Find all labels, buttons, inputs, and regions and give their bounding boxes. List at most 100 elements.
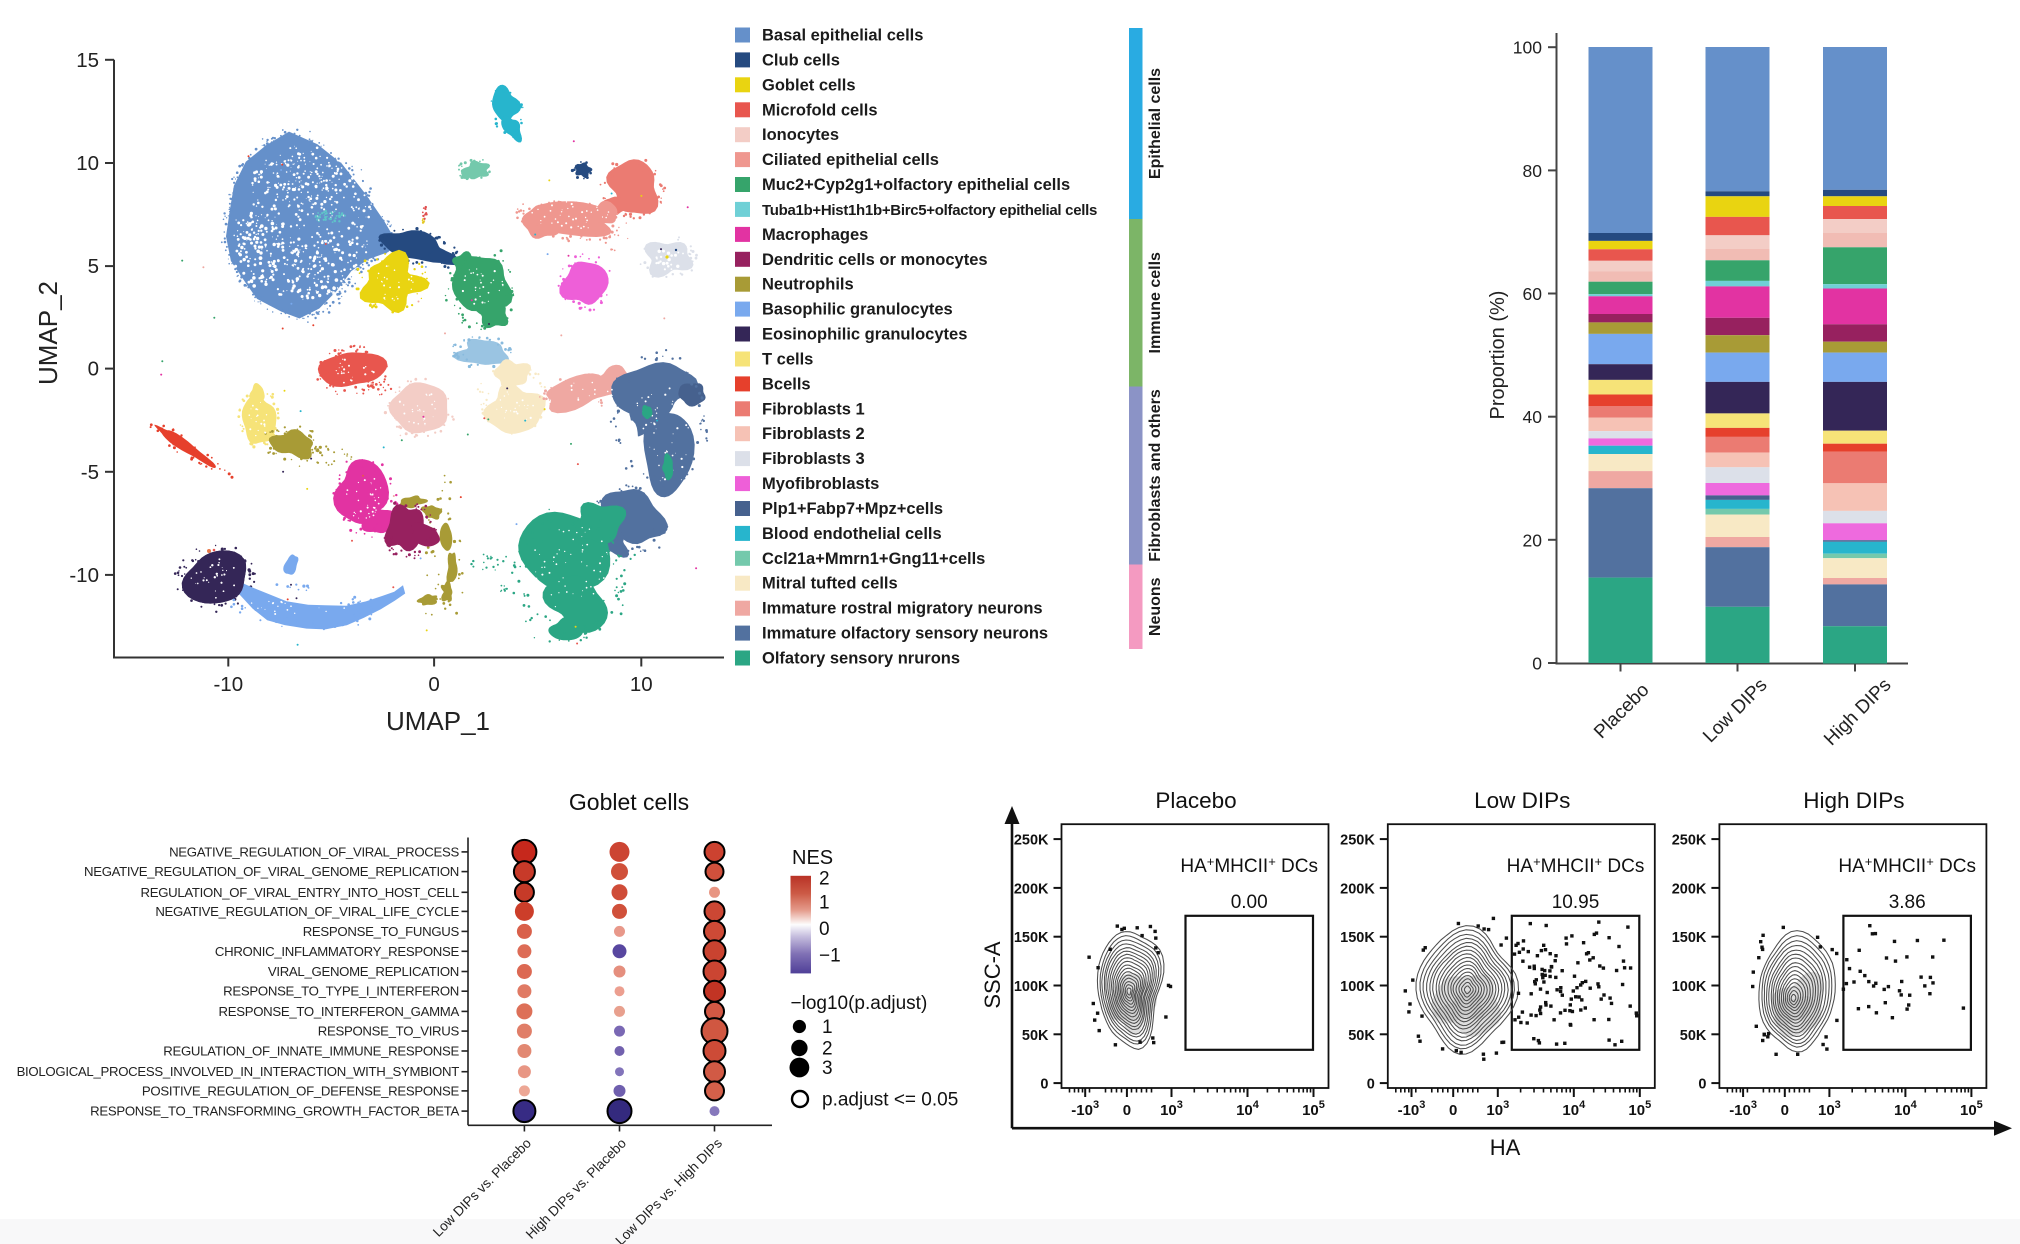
svg-text:100K: 100K (1672, 979, 1707, 995)
svg-text:250K: 250K (1340, 833, 1375, 849)
svg-text:0: 0 (1698, 1077, 1706, 1093)
svg-text:50K: 50K (1680, 1028, 1707, 1044)
svg-text:1: 1 (822, 1017, 833, 1038)
svg-text:Muc2+Cyp2g1+olfactory epitheli: Muc2+Cyp2g1+olfactory epithelial cells (762, 176, 1070, 194)
svg-text:-10: -10 (69, 564, 99, 587)
svg-text:200K: 200K (1340, 881, 1375, 897)
svg-text:0: 0 (1532, 654, 1542, 674)
svg-text:Low DIPs: Low DIPs (1474, 788, 1570, 813)
svg-text:Ciliated epithelial cells: Ciliated epithelial cells (762, 151, 939, 169)
svg-text:RESPONSE_TO_INTERFERON_GAMMA: RESPONSE_TO_INTERFERON_GAMMA (218, 1004, 459, 1019)
svg-text:Fibroblasts 2: Fibroblasts 2 (762, 425, 865, 443)
svg-text:Dendritic cells or monocytes: Dendritic cells or monocytes (762, 251, 988, 269)
svg-text:RESPONSE_TO_FUNGUS: RESPONSE_TO_FUNGUS (303, 924, 460, 939)
svg-text:Ccl21a+Mmrn1+Gng11+cells: Ccl21a+Mmrn1+Gng11+cells (762, 550, 985, 568)
svg-text:50K: 50K (1022, 1028, 1049, 1044)
svg-text:Olfatory sensory nrurons: Olfatory sensory nrurons (762, 650, 960, 668)
svg-text:0: 0 (1040, 1077, 1048, 1093)
svg-text:RESPONSE_TO_TRANSFORMING_GROWT: RESPONSE_TO_TRANSFORMING_GROWTH_FACTOR_B… (90, 1104, 459, 1119)
svg-text:0: 0 (428, 673, 439, 696)
svg-text:-5: -5 (81, 461, 99, 484)
svg-text:−log10(p.adjust): −log10(p.adjust) (791, 993, 928, 1014)
svg-text:150K: 150K (1672, 930, 1707, 946)
svg-text:High DIPs: High DIPs (1803, 788, 1904, 813)
svg-text:UMAP_1: UMAP_1 (386, 706, 490, 736)
svg-text:0: 0 (1781, 1102, 1789, 1119)
svg-text:250K: 250K (1672, 833, 1707, 849)
svg-text:Epithelial cells: Epithelial cells (1147, 68, 1164, 179)
svg-text:NEGATIVE_REGULATION_OF_VIRAL_P: NEGATIVE_REGULATION_OF_VIRAL_PROCESS (169, 844, 459, 859)
svg-text:0: 0 (88, 358, 99, 381)
svg-text:CHRONIC_INFLAMMATORY_RESPONSE: CHRONIC_INFLAMMATORY_RESPONSE (215, 944, 460, 959)
svg-text:Blood endothelial cells: Blood endothelial cells (762, 525, 942, 543)
svg-text:0: 0 (819, 919, 830, 940)
svg-text:2: 2 (822, 1039, 833, 1060)
svg-text:Plp1+Fabp7+Mpz+cells: Plp1+Fabp7+Mpz+cells (762, 500, 943, 518)
svg-text:-103: -103 (1729, 1099, 1757, 1119)
svg-text:2: 2 (819, 869, 830, 890)
svg-text:60: 60 (1523, 284, 1543, 304)
svg-text:250K: 250K (1014, 833, 1049, 849)
svg-text:Myofibroblasts: Myofibroblasts (762, 475, 879, 493)
svg-text:100K: 100K (1014, 979, 1049, 995)
svg-text:Fibroblasts 1: Fibroblasts 1 (762, 400, 865, 418)
svg-text:NEGATIVE_REGULATION_OF_VIRAL_G: NEGATIVE_REGULATION_OF_VIRAL_GENOME_REPL… (84, 864, 459, 879)
svg-text:40: 40 (1523, 407, 1543, 427)
svg-text:Proportion (%): Proportion (%) (1487, 291, 1509, 420)
svg-text:10.95: 10.95 (1552, 892, 1600, 913)
svg-text:0: 0 (1123, 1102, 1131, 1119)
svg-text:0: 0 (1449, 1102, 1457, 1119)
svg-text:Immune cells: Immune cells (1147, 252, 1164, 353)
svg-text:NES: NES (792, 847, 833, 869)
svg-text:15: 15 (76, 49, 99, 72)
svg-text:T cells: T cells (762, 351, 813, 369)
svg-text:Goblet cells: Goblet cells (569, 789, 689, 815)
svg-text:POSITIVE_REGULATION_OF_DEFENSE: POSITIVE_REGULATION_OF_DEFENSE_RESPONSE (142, 1083, 460, 1098)
svg-text:Immature olfactory sensory neu: Immature olfactory sensory neurons (762, 625, 1048, 643)
svg-text:-10: -10 (213, 673, 243, 696)
svg-text:p.adjust <= 0.05: p.adjust <= 0.05 (822, 1090, 958, 1111)
svg-text:BIOLOGICAL_PROCESS_INVOLVED_IN: BIOLOGICAL_PROCESS_INVOLVED_IN_INTERACTI… (17, 1064, 460, 1079)
svg-text:-103: -103 (1071, 1099, 1099, 1119)
svg-text:UMAP_2: UMAP_2 (33, 281, 63, 385)
svg-text:3.86: 3.86 (1889, 892, 1926, 913)
svg-text:Macrophages: Macrophages (762, 226, 868, 244)
svg-text:-103: -103 (1398, 1099, 1426, 1119)
svg-text:150K: 150K (1014, 930, 1049, 946)
svg-text:NEGATIVE_REGULATION_OF_VIRAL_L: NEGATIVE_REGULATION_OF_VIRAL_LIFE_CYCLE (155, 904, 459, 919)
svg-text:−1: −1 (819, 946, 841, 967)
svg-text:REGULATION_OF_INNATE_IMMUNE_RE: REGULATION_OF_INNATE_IMMUNE_RESPONSE (163, 1044, 459, 1059)
svg-text:Mitral tufted cells: Mitral tufted cells (762, 575, 898, 593)
svg-text:Goblet cells: Goblet cells (762, 76, 856, 94)
svg-text:Club cells: Club cells (762, 51, 840, 69)
svg-text:150K: 150K (1340, 930, 1375, 946)
svg-text:Neuons: Neuons (1147, 577, 1164, 636)
svg-text:RESPONSE_TO_TYPE_I_INTERFERON: RESPONSE_TO_TYPE_I_INTERFERON (223, 984, 459, 999)
svg-text:10: 10 (630, 673, 653, 696)
svg-text:10: 10 (76, 152, 99, 175)
svg-text:REGULATION_OF_VIRAL_ENTRY_INTO: REGULATION_OF_VIRAL_ENTRY_INTO_HOST_CELL (140, 885, 459, 900)
svg-text:Neutrophils: Neutrophils (762, 276, 854, 294)
svg-text:3: 3 (822, 1058, 833, 1079)
svg-text:Placebo: Placebo (1155, 788, 1236, 813)
svg-text:1: 1 (819, 893, 830, 914)
svg-text:5: 5 (88, 255, 99, 278)
svg-text:HA: HA (1490, 1135, 1521, 1160)
svg-text:100: 100 (1513, 38, 1542, 58)
svg-text:HA+MHCII+ DCs: HA+MHCII+ DCs (1507, 854, 1645, 877)
svg-text:Basophilic granulocytes: Basophilic granulocytes (762, 301, 953, 319)
svg-text:0.00: 0.00 (1231, 892, 1268, 913)
svg-text:Tuba1b+Hist1h1b+Birc5+olfactor: Tuba1b+Hist1h1b+Birc5+olfactory epitheli… (762, 202, 1097, 219)
svg-text:0: 0 (1367, 1077, 1375, 1093)
svg-text:SSC-A: SSC-A (980, 941, 1005, 1009)
svg-text:Bcells: Bcells (762, 375, 811, 393)
svg-text:HA+MHCII+ DCs: HA+MHCII+ DCs (1180, 854, 1318, 877)
svg-text:Eosinophilic granulocytes: Eosinophilic granulocytes (762, 326, 967, 344)
svg-text:Fibroblasts and others: Fibroblasts and others (1147, 389, 1164, 562)
svg-text:200K: 200K (1672, 881, 1707, 897)
svg-text:HA+MHCII+ DCs: HA+MHCII+ DCs (1838, 854, 1976, 877)
svg-text:Immature rostral migratory neu: Immature rostral migratory neurons (762, 600, 1043, 618)
svg-text:50K: 50K (1348, 1028, 1375, 1044)
svg-text:200K: 200K (1014, 881, 1049, 897)
svg-text:Ionocytes: Ionocytes (762, 126, 839, 144)
